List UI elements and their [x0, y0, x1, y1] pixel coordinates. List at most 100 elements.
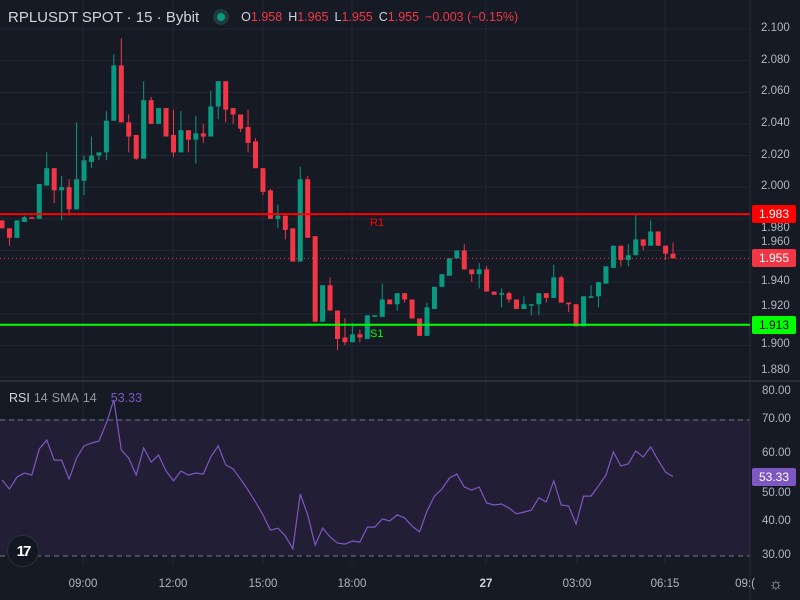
candle [126, 114, 132, 153]
candle-body [163, 108, 169, 137]
candle-body [424, 307, 430, 336]
candle-body [327, 285, 333, 311]
candle-body [648, 231, 654, 246]
candle [618, 245, 624, 267]
candle [633, 214, 639, 256]
candle [581, 296, 587, 327]
time-tick-label: 09:00 [68, 578, 98, 590]
candle-body [506, 293, 512, 300]
candle [379, 283, 385, 317]
symbol-title[interactable]: RPLUSDT SPOT · 15 · Bybit [8, 8, 200, 26]
candle-body [185, 130, 191, 140]
candle-body [59, 187, 65, 191]
rsi-tick-label: 40.00 [762, 515, 791, 527]
candle [245, 109, 251, 153]
candle [610, 245, 616, 268]
candle-body [305, 179, 311, 238]
market-status-icon[interactable] [213, 9, 230, 25]
ohlc-low: L1.955 [334, 10, 373, 24]
rsi-legend[interactable]: RSI 14 SMA 14 53.33 [9, 391, 142, 405]
axis-settings-icon[interactable]: ☼ [768, 576, 784, 593]
candle [349, 323, 355, 343]
candle-body [193, 133, 199, 140]
candle-body [663, 245, 669, 254]
price-change: −0.003 (−0.15%) [425, 10, 519, 24]
candle-body [141, 100, 147, 159]
candle-body [88, 155, 94, 162]
candle-body [312, 236, 318, 322]
price-tick-label: 2.080 [761, 53, 790, 66]
candle [253, 138, 259, 169]
r1-price-label: 1.983 [752, 205, 796, 224]
rsi-tick-label: 60.00 [762, 447, 791, 459]
candle-body [633, 239, 639, 256]
candle-body [253, 141, 259, 169]
tradingview-logo-icon[interactable]: 17 [7, 535, 39, 567]
s1-price-label: 1.913 [752, 315, 796, 334]
candle [275, 204, 281, 229]
candle-body [275, 215, 281, 219]
ohlc-close: C1.955 [378, 10, 420, 24]
candle [170, 109, 176, 158]
candle [409, 299, 415, 319]
candle [595, 282, 601, 308]
candle [625, 244, 631, 267]
candle-body [446, 258, 452, 276]
candle [312, 236, 318, 322]
candle [603, 266, 609, 284]
candle [88, 136, 94, 169]
candle [103, 111, 109, 161]
candle-body [81, 160, 87, 181]
candle-body [625, 255, 631, 260]
candle-body [118, 65, 124, 123]
candle [59, 176, 65, 221]
rsi-line [1, 399, 674, 551]
candle [21, 215, 27, 222]
candle-body [178, 130, 184, 153]
candle-body [357, 334, 363, 338]
price-tick-label: 2.000 [761, 180, 790, 193]
price-tick-label: 1.900 [761, 338, 790, 351]
candle-body [260, 168, 266, 192]
candle-body [454, 250, 460, 259]
candles [0, 38, 676, 351]
rsi-tick-label: 70.00 [762, 413, 791, 425]
candle-body [581, 296, 587, 327]
candle [178, 111, 184, 153]
candle [290, 228, 296, 262]
candle [163, 108, 169, 137]
candle-body [484, 269, 490, 292]
candle-body [297, 179, 303, 262]
candle-body [290, 228, 296, 262]
candle-body [66, 187, 72, 210]
candle [417, 318, 423, 336]
candle-body [156, 108, 162, 124]
candle [133, 134, 139, 161]
candle [44, 152, 50, 186]
candle-body [103, 120, 109, 153]
candle [260, 168, 266, 196]
candle [446, 258, 452, 276]
candle [29, 217, 35, 219]
symbol-header: RPLUSDT SPOT · 15 · Bybit O1.958 H1.965 … [8, 7, 518, 27]
candle-body [521, 304, 527, 309]
ohlc-open: O1.958 [241, 10, 283, 24]
candle-body [499, 293, 505, 295]
price-tick-label: 2.040 [761, 116, 790, 129]
candle [394, 293, 400, 311]
candle [305, 176, 311, 238]
rsi-ma-type: SMA [51, 391, 79, 405]
candle [36, 184, 42, 219]
candle [282, 215, 288, 240]
candle [663, 245, 669, 260]
candle [513, 299, 519, 309]
candle [118, 38, 124, 123]
candle [431, 286, 437, 309]
rsi-name: RSI [9, 391, 30, 405]
candle-body [74, 179, 80, 210]
candle [573, 304, 579, 327]
candle-body [170, 134, 176, 153]
candle-body [200, 133, 206, 137]
candle-body [439, 274, 445, 287]
